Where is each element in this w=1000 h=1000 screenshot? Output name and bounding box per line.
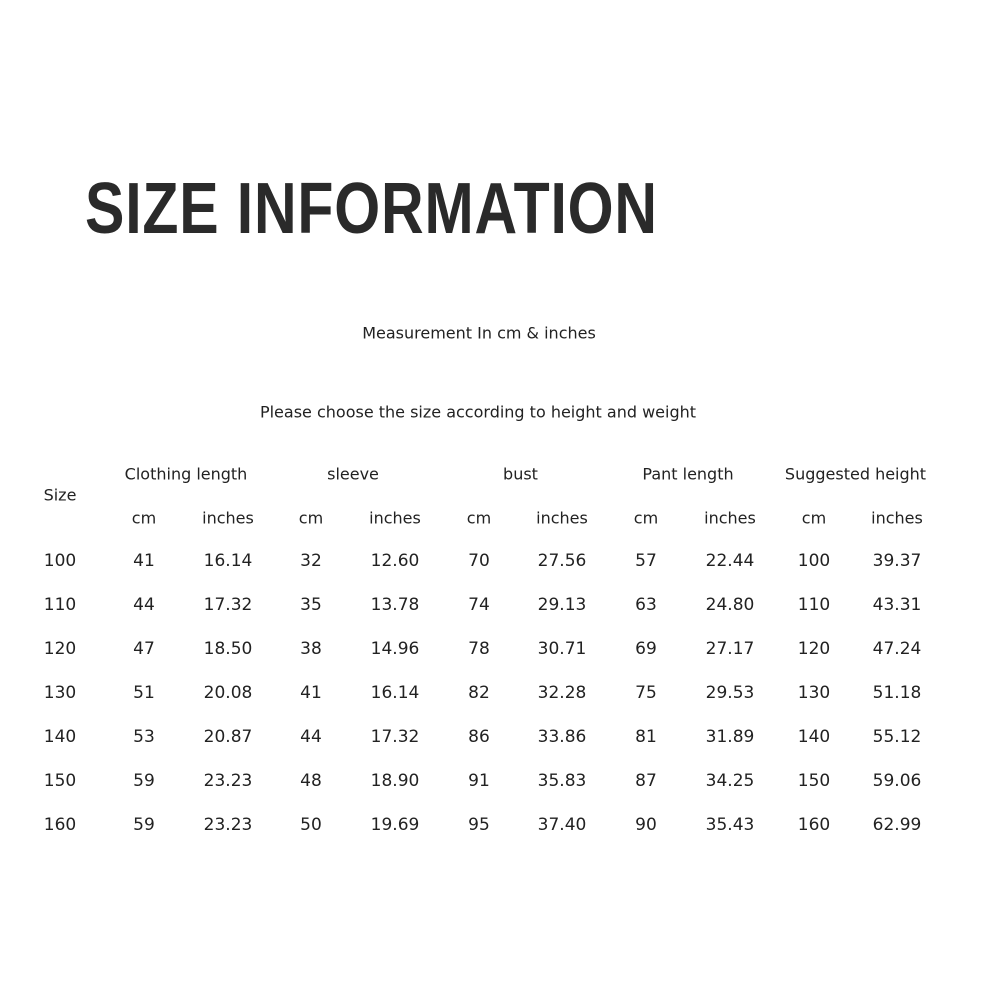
table-cell: 12.60: [370, 551, 420, 571]
column-group-header: Suggested height: [784, 464, 927, 484]
table-cell: 22.44: [705, 551, 755, 571]
table-cell: 31.89: [705, 727, 755, 747]
unit-header-inches: inches: [536, 508, 588, 528]
table-cell: 69: [635, 639, 657, 659]
unit-header-cm: cm: [466, 508, 492, 528]
table-cell: 87: [635, 771, 657, 791]
table-cell: 59.06: [872, 771, 922, 791]
table-cell: 41: [133, 551, 155, 571]
table-cell: 140: [797, 727, 831, 747]
table-cell: 47: [133, 639, 155, 659]
table-cell: 51: [133, 683, 155, 703]
table-cell: 95: [468, 815, 490, 835]
table-cell: 150: [43, 771, 77, 791]
table-cell: 62.99: [872, 815, 922, 835]
table-cell: 120: [43, 639, 77, 659]
table-cell: 30.71: [537, 639, 587, 659]
table-cell: 17.32: [370, 727, 420, 747]
unit-header-cm: cm: [801, 508, 827, 528]
table-cell: 32.28: [537, 683, 587, 703]
table-cell: 86: [468, 727, 490, 747]
table-cell: 33.86: [537, 727, 587, 747]
table-cell: 74: [468, 595, 490, 615]
unit-header-inches: inches: [202, 508, 254, 528]
table-cell: 23.23: [203, 815, 253, 835]
table-cell: 55.12: [872, 727, 922, 747]
table-cell: 19.69: [370, 815, 420, 835]
table-cell: 59: [133, 815, 155, 835]
table-cell: 20.87: [203, 727, 253, 747]
unit-header-cm: cm: [633, 508, 659, 528]
table-cell: 90: [635, 815, 657, 835]
table-cell: 18.90: [370, 771, 420, 791]
table-cell: 37.40: [537, 815, 587, 835]
table-cell: 140: [43, 727, 77, 747]
table-cell: 32: [300, 551, 322, 571]
table-cell: 47.24: [872, 639, 922, 659]
column-group-header: sleeve: [327, 464, 379, 484]
table-cell: 82: [468, 683, 490, 703]
page-title: SIZE INFORMATION: [85, 169, 658, 249]
table-cell: 35.43: [705, 815, 755, 835]
table-cell: 100: [797, 551, 831, 571]
table-cell: 70: [468, 551, 490, 571]
table-cell: 50: [300, 815, 322, 835]
table-cell: 44: [133, 595, 155, 615]
table-cell: 41: [300, 683, 322, 703]
table-cell: 43.31: [872, 595, 922, 615]
table-cell: 16.14: [370, 683, 420, 703]
table-cell: 24.80: [705, 595, 755, 615]
table-cell: 160: [43, 815, 77, 835]
table-cell: 27.56: [537, 551, 587, 571]
table-cell: 34.25: [705, 771, 755, 791]
column-group-header: Clothing length: [124, 464, 248, 484]
table-cell: 35: [300, 595, 322, 615]
table-cell: 100: [43, 551, 77, 571]
table-cell: 53: [133, 727, 155, 747]
table-cell: 110: [43, 595, 77, 615]
column-group-header: bust: [503, 464, 538, 484]
table-cell: 13.78: [370, 595, 420, 615]
table-cell: 27.17: [705, 639, 755, 659]
table-cell: 59: [133, 771, 155, 791]
table-cell: 29.13: [537, 595, 587, 615]
size-header: Size: [43, 485, 77, 505]
table-cell: 16.14: [203, 551, 253, 571]
table-cell: 35.83: [537, 771, 587, 791]
table-cell: 18.50: [203, 639, 253, 659]
table-cell: 81: [635, 727, 657, 747]
unit-header-cm: cm: [131, 508, 157, 528]
table-cell: 110: [797, 595, 831, 615]
table-cell: 14.96: [370, 639, 420, 659]
unit-header-inches: inches: [704, 508, 756, 528]
table-cell: 39.37: [872, 551, 922, 571]
unit-header-inches: inches: [871, 508, 923, 528]
table-cell: 23.23: [203, 771, 253, 791]
table-cell: 51.18: [872, 683, 922, 703]
table-cell: 20.08: [203, 683, 253, 703]
table-cell: 130: [797, 683, 831, 703]
table-cell: 160: [797, 815, 831, 835]
table-cell: 63: [635, 595, 657, 615]
unit-header-cm: cm: [298, 508, 324, 528]
table-cell: 150: [797, 771, 831, 791]
table-cell: 91: [468, 771, 490, 791]
table-cell: 75: [635, 683, 657, 703]
table-cell: 48: [300, 771, 322, 791]
table-cell: 44: [300, 727, 322, 747]
table-cell: 38: [300, 639, 322, 659]
instruction-text: Please choose the size according to heig…: [259, 402, 697, 422]
table-cell: 17.32: [203, 595, 253, 615]
column-group-header: Pant length: [642, 464, 734, 484]
measurement-note: Measurement In cm & inches: [362, 323, 596, 343]
table-cell: 130: [43, 683, 77, 703]
table-cell: 120: [797, 639, 831, 659]
table-cell: 78: [468, 639, 490, 659]
table-cell: 57: [635, 551, 657, 571]
unit-header-inches: inches: [369, 508, 421, 528]
table-cell: 29.53: [705, 683, 755, 703]
